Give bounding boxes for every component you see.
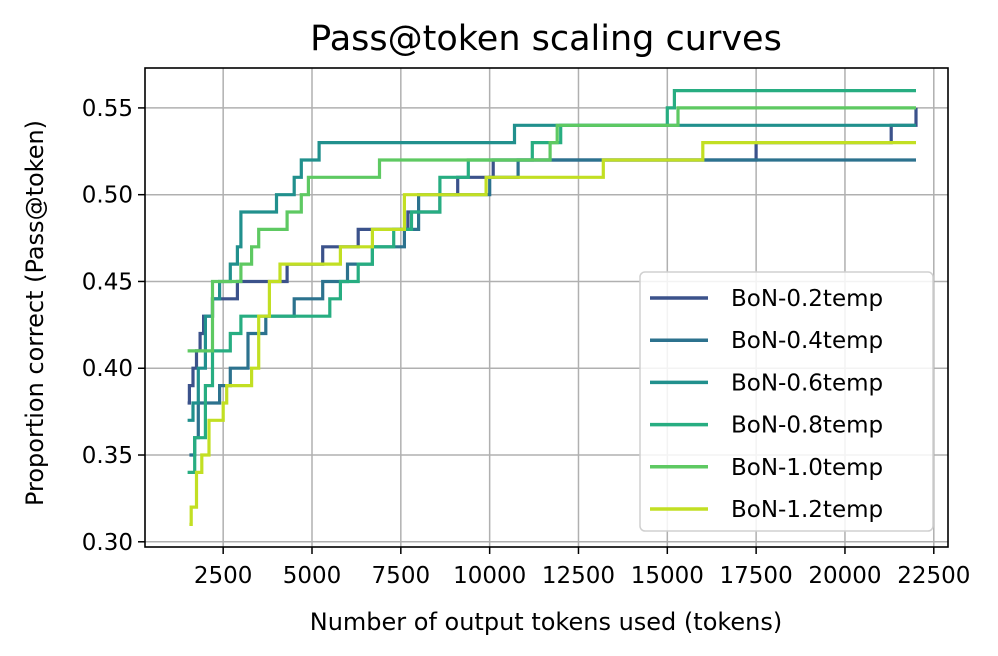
legend-label: BoN-0.8temp <box>731 413 883 439</box>
legend-label: BoN-0.4temp <box>731 328 883 354</box>
legend-box <box>639 271 934 532</box>
plot-frame <box>144 67 949 548</box>
y-axis-label: Proportion correct (Pass@token) <box>21 120 49 506</box>
x-tick-label: 12500 <box>542 563 615 589</box>
x-tick-label: 20000 <box>808 563 881 589</box>
series-line-BoN-1.0temp <box>187 106 916 353</box>
legend-label: BoN-1.2temp <box>731 497 883 523</box>
x-axis-label: Number of output tokens used (tokens) <box>310 608 783 636</box>
series-line-BoN-0.6temp <box>187 123 916 422</box>
x-tick-label: 5000 <box>283 563 342 589</box>
x-tick-label: 2500 <box>194 563 253 589</box>
y-tick-label: 0.45 <box>82 269 133 295</box>
x-tick-label: 22500 <box>897 563 970 589</box>
y-tick-label: 0.55 <box>82 96 133 122</box>
y-axis: 0.30 0.35 0.40 0.45 0.50 0.55 <box>82 96 145 556</box>
y-tick-label: 0.40 <box>82 356 133 382</box>
legend-label: BoN-1.0temp <box>731 455 883 481</box>
y-tick-label: 0.35 <box>82 443 133 469</box>
chart-title: Pass@token scaling curves <box>310 19 782 59</box>
x-tick-label: 17500 <box>720 563 793 589</box>
x-tick-label: 10000 <box>453 563 526 589</box>
plot-area <box>187 89 918 526</box>
legend-label: BoN-0.6temp <box>731 370 883 396</box>
y-tick-label: 0.50 <box>82 183 133 209</box>
x-tick-label: 15000 <box>631 563 704 589</box>
x-axis: 2500 5000 7500 10000 12500 15000 17500 20000 225… <box>194 547 970 589</box>
x-tick-label: 7500 <box>372 563 431 589</box>
legend-label: BoN-0.2temp <box>731 286 883 312</box>
series-line-BoN-1.2temp <box>189 141 916 526</box>
legend: BoN-0.2temp BoN-0.4temp BoN-0.6temp BoN-0.8… <box>639 271 934 532</box>
y-tick-label: 0.30 <box>82 530 133 556</box>
